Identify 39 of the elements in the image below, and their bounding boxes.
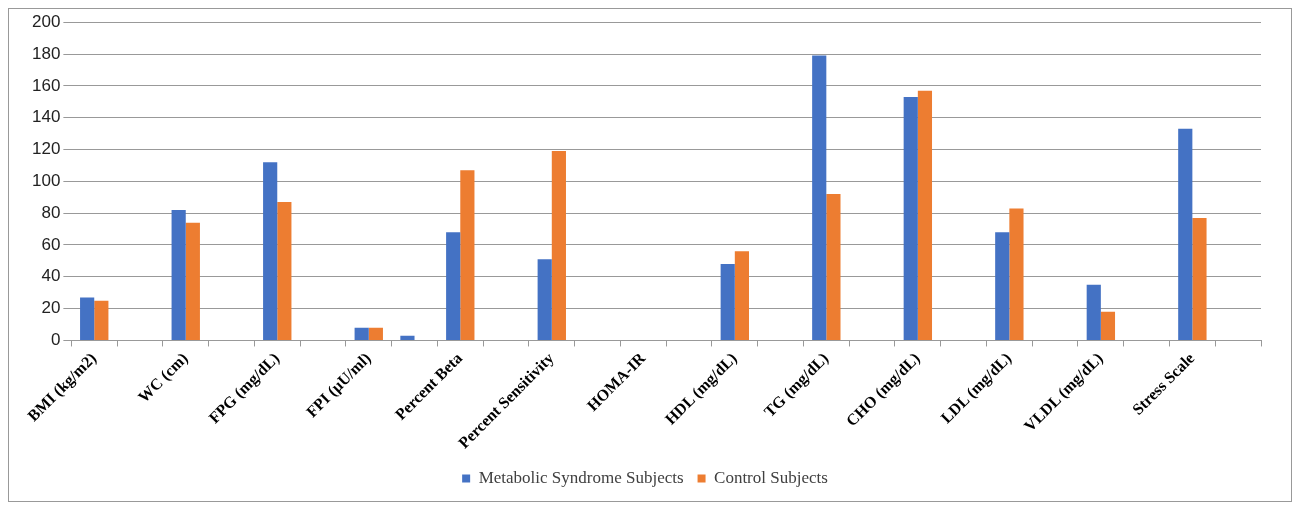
legend-label: Control Subjects	[714, 467, 828, 487]
bar	[903, 96, 918, 340]
bar	[185, 222, 200, 340]
y-tick-label: 140	[31, 107, 61, 127]
bar	[1100, 311, 1116, 340]
legend-label: Metabolic Syndrome Subjects	[478, 467, 684, 487]
x-tick-label: WC (cm)	[134, 349, 192, 407]
bar	[995, 232, 1010, 340]
bar	[460, 170, 475, 340]
bar	[1178, 128, 1193, 340]
y-tick-label: 0	[50, 330, 61, 350]
y-tick-label: 80	[41, 202, 61, 222]
y-tick-label: 120	[31, 139, 61, 159]
bar	[354, 327, 369, 340]
bar	[734, 251, 749, 340]
bar	[94, 300, 109, 340]
y-tick-label: 180	[31, 43, 61, 63]
bar	[826, 194, 841, 340]
bar	[80, 297, 95, 340]
bar	[551, 151, 566, 340]
bar	[368, 327, 383, 340]
y-tick-label: 40	[41, 266, 61, 286]
bar	[171, 209, 186, 340]
bar	[917, 90, 933, 340]
y-tick-label: 160	[31, 75, 61, 95]
bar	[263, 162, 278, 340]
y-tick-label: 100	[31, 171, 61, 191]
y-tick-label: 60	[41, 234, 61, 254]
bar	[1009, 208, 1024, 340]
y-tick-label: 200	[31, 11, 61, 31]
bar	[277, 202, 292, 340]
y-tick-label: 20	[41, 298, 61, 318]
bar	[537, 259, 552, 340]
bar	[400, 335, 415, 340]
bar	[720, 264, 735, 340]
bar	[812, 55, 827, 340]
bar	[446, 232, 461, 340]
bar	[1192, 217, 1207, 340]
bar	[1086, 284, 1101, 340]
